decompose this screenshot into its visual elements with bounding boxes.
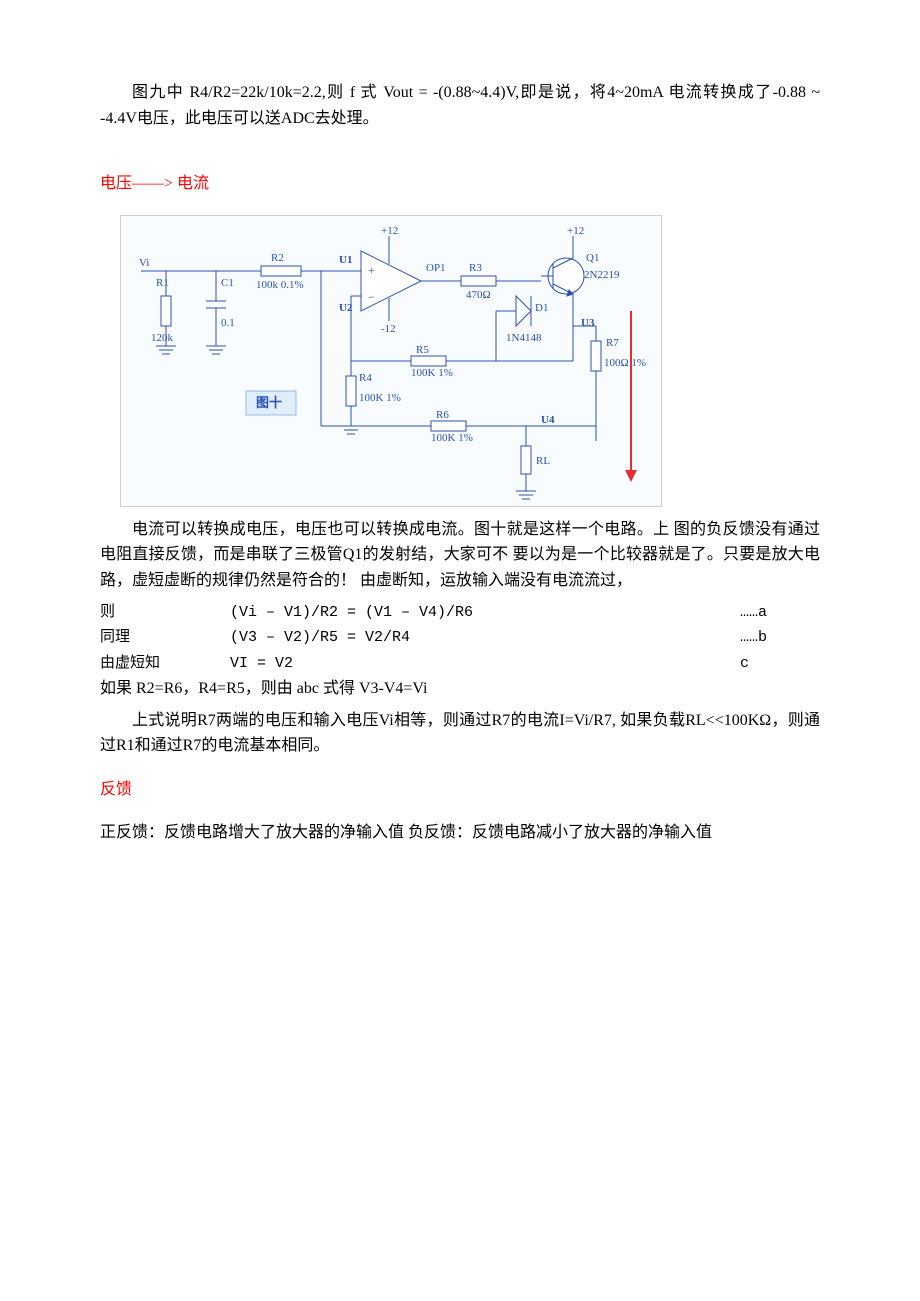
section1-paragraph-1: 电流可以转换成电压，电压也可以转换成电流。图十就是这样一个电路。上 图的负反馈没… — [100, 517, 820, 594]
comp-r2-val: 100k 0.1% — [256, 279, 304, 291]
svg-text:+: + — [368, 263, 375, 277]
comp-r3-val: 470Ω — [466, 289, 491, 301]
supply-pos-2: +12 — [567, 225, 584, 237]
node-op1: OP1 — [426, 262, 446, 274]
equation-c: 由虚短知 VI = V2 c — [100, 651, 820, 677]
section1-paragraph-3: 上式说明R7两端的电压和输入电压Vi相等，则通过R7的电流I=Vi/R7, 如果… — [100, 708, 820, 759]
section2-paragraph-1: 正反馈：反馈电路增大了放大器的净输入值 负反馈：反馈电路减小了放大器的净输入值 — [100, 820, 820, 846]
node-q1: Q1 — [586, 252, 599, 264]
eq-a-tag: ……a — [740, 600, 820, 626]
d1-part: 1N4148 — [506, 332, 542, 344]
comp-r4-name: R4 — [359, 372, 372, 384]
comp-r7-name: R7 — [606, 337, 619, 349]
supply-neg: -12 — [381, 323, 396, 335]
node-u1: U1 — [339, 254, 352, 266]
eq-a-label: 则 — [100, 600, 230, 626]
eq-b-tag: ……b — [740, 625, 820, 651]
eq-c-label: 由虚短知 — [100, 651, 230, 677]
equation-a: 则 (Vi – V1)/R2 = (V1 – V4)/R6 ……a — [100, 600, 820, 626]
comp-r5-val: 100K 1% — [411, 367, 453, 379]
supply-pos-1: +12 — [381, 225, 398, 237]
comp-r5-name: R5 — [416, 344, 429, 356]
node-u2: U2 — [339, 302, 353, 314]
section-title-voltage-to-current: 电压——> 电流 — [100, 171, 820, 197]
comp-r2-name: R2 — [271, 252, 284, 264]
eq-c-tag: c — [740, 651, 820, 677]
node-u3: U3 — [581, 317, 595, 329]
comp-r4-val: 100K 1% — [359, 392, 401, 404]
section-title-feedback: 反馈 — [100, 777, 820, 803]
section1-paragraph-2: 如果 R2=R6，R4=R5，则由 abc 式得 V3-V4=Vi — [100, 676, 820, 702]
comp-r3-name: R3 — [469, 262, 482, 274]
comp-c1-name: C1 — [221, 277, 234, 289]
comp-c1-val: 0.1 — [221, 317, 235, 329]
eq-b-body: (V3 – V2)/R5 = V2/R4 — [230, 625, 740, 651]
equation-b: 同理 (V3 – V2)/R5 = V2/R4 ……b — [100, 625, 820, 651]
figure-label: 图十 — [256, 395, 282, 410]
comp-r1-val: 120k — [151, 332, 174, 344]
svg-text:−: − — [368, 290, 375, 304]
circuit-figure-10: + − — [120, 215, 662, 507]
node-d1: D1 — [535, 302, 548, 314]
comp-rl-name: RL — [536, 455, 550, 467]
node-u4: U4 — [541, 414, 555, 426]
eq-a-body: (Vi – V1)/R2 = (V1 – V4)/R6 — [230, 600, 740, 626]
comp-r1-name: R1 — [156, 277, 169, 289]
comp-r6-val: 100K 1% — [431, 432, 473, 444]
comp-r6-name: R6 — [436, 409, 449, 421]
eq-c-body: VI = V2 — [230, 651, 740, 677]
intro-paragraph: 图九中 R4/R2=22k/10k=2.2,则 f 式 Vout = -(0.8… — [100, 80, 820, 131]
comp-r7-val: 100Ω 1% — [604, 357, 646, 369]
q1-part: 2N2219 — [584, 269, 620, 281]
document-page: 图九中 R4/R2=22k/10k=2.2,则 f 式 Vout = -(0.8… — [0, 0, 920, 1301]
node-vi: Vi — [139, 257, 149, 269]
eq-b-label: 同理 — [100, 625, 230, 651]
